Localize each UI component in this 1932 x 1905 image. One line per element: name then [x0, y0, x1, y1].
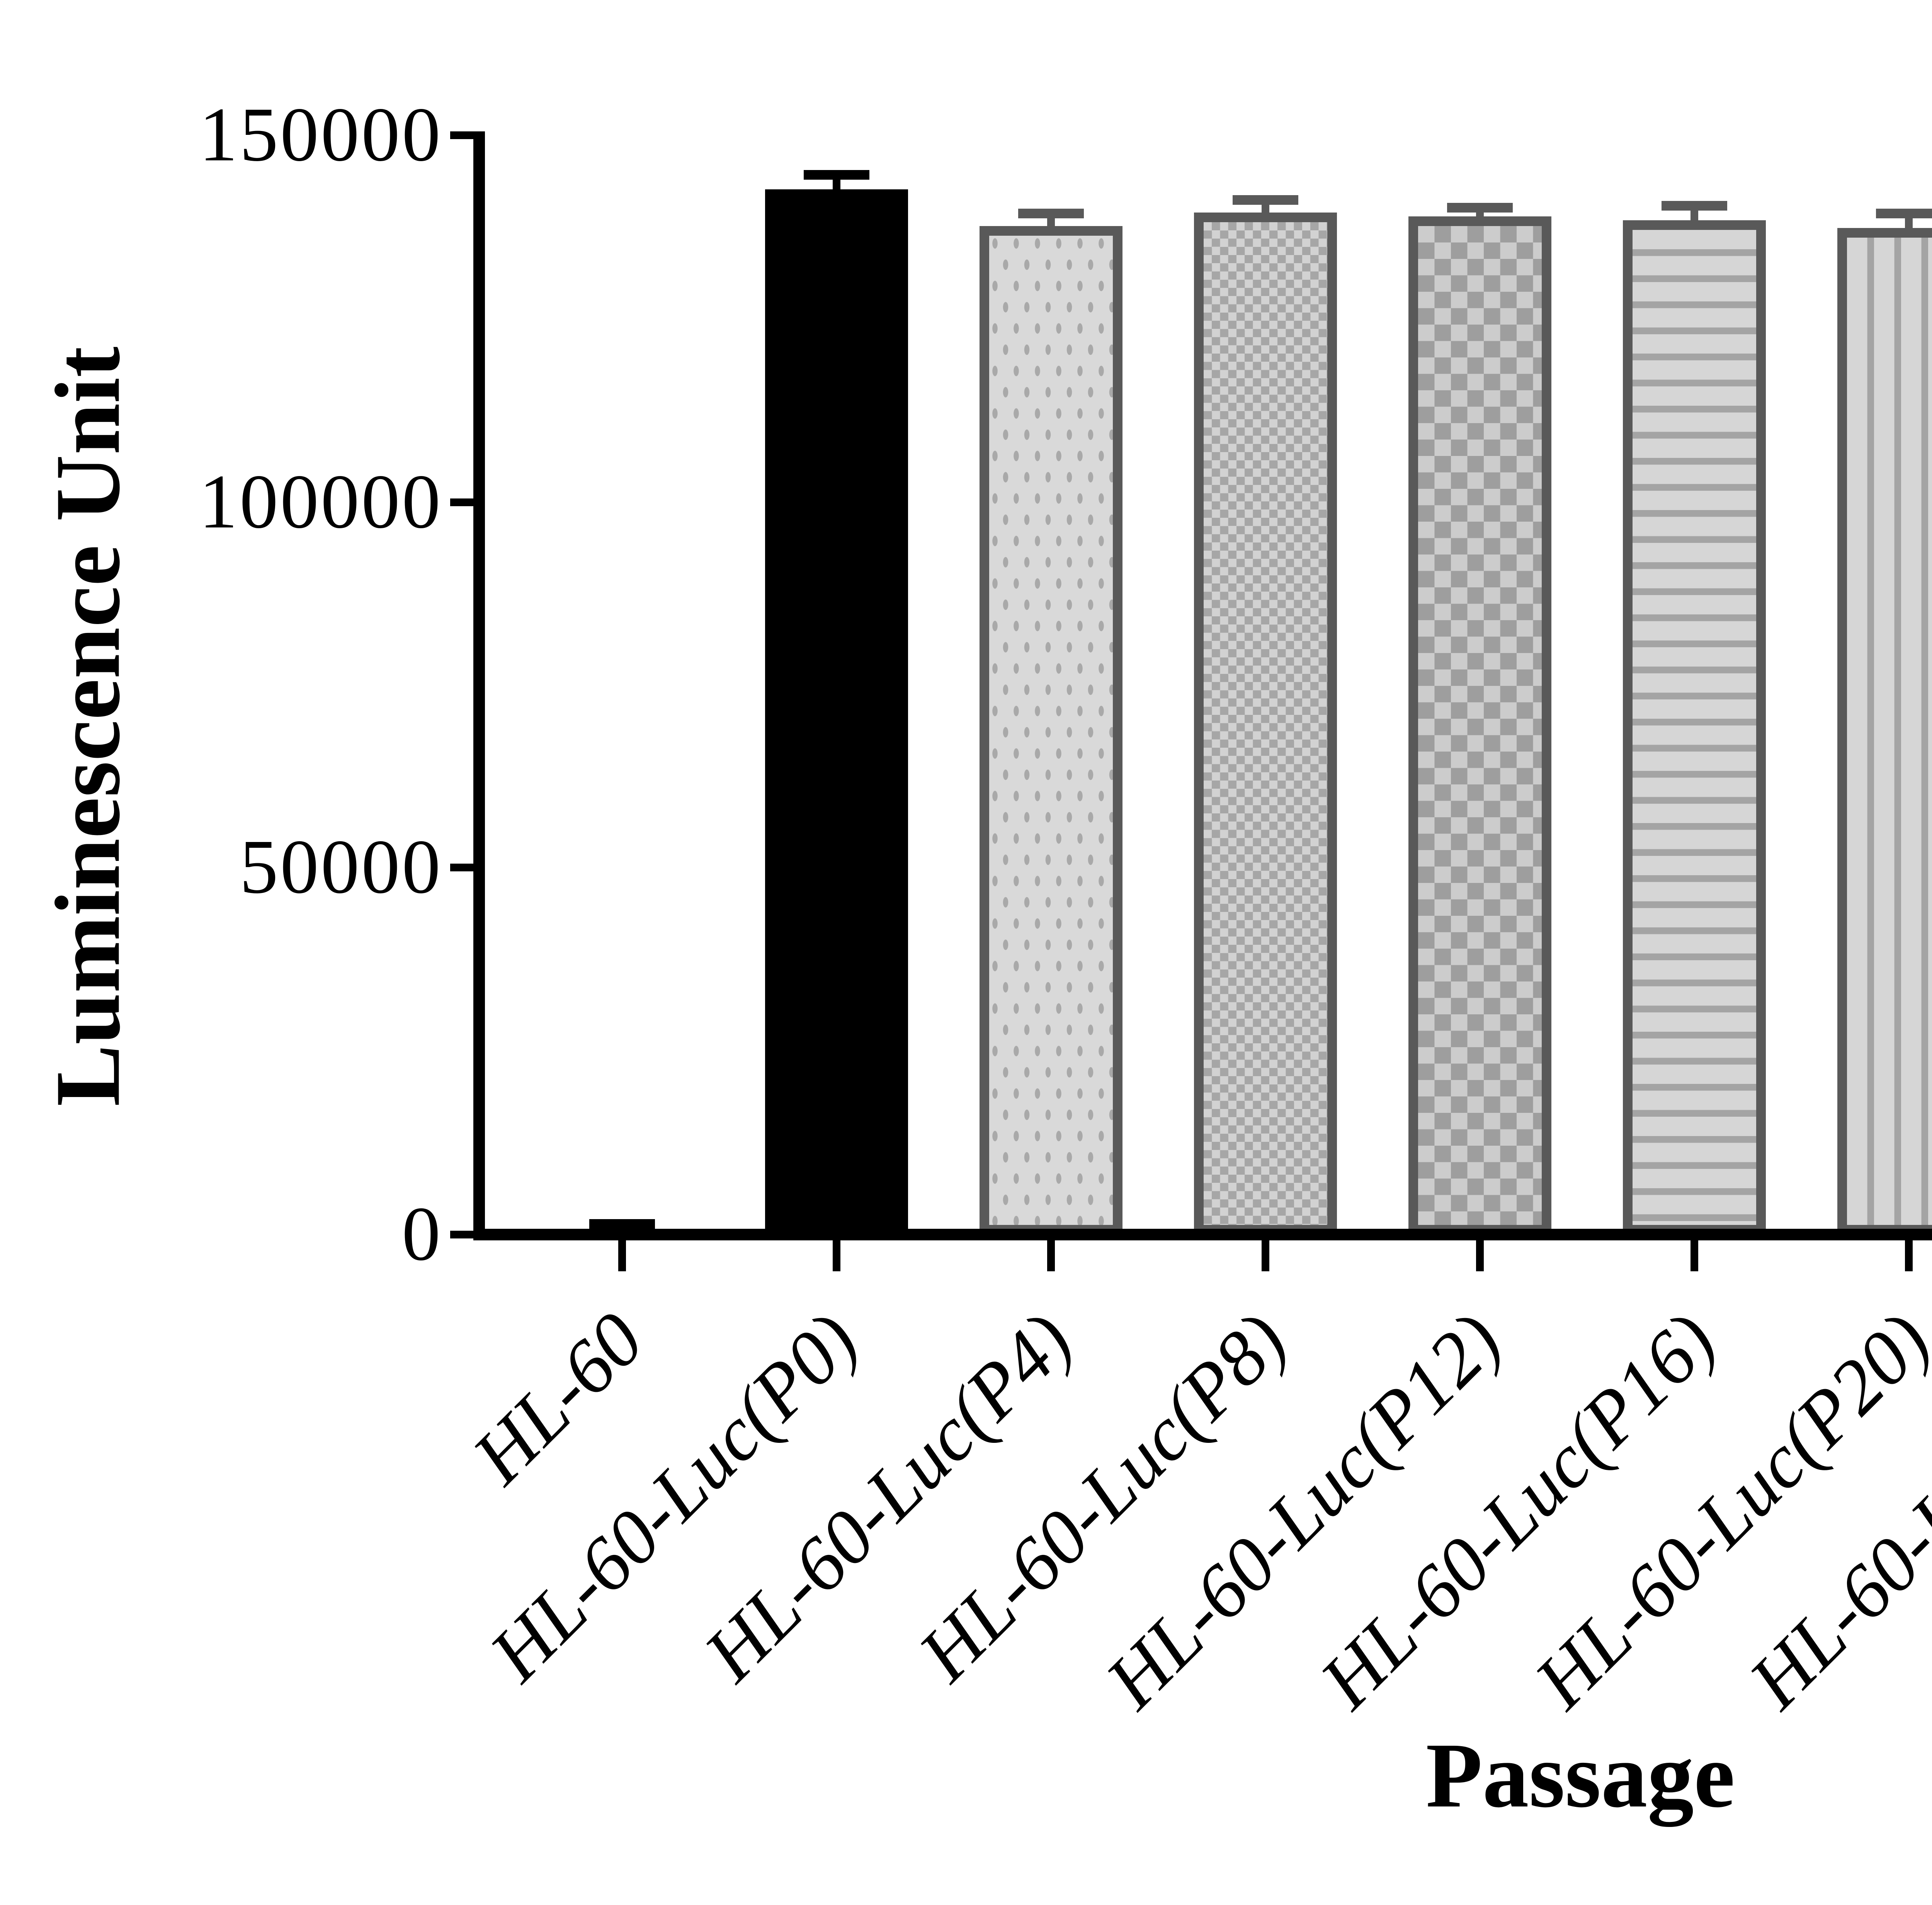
x-tick [1046, 1240, 1054, 1271]
x-tick [1260, 1240, 1269, 1271]
x-tick [1689, 1240, 1697, 1271]
x-tick [832, 1240, 840, 1271]
bar [1193, 212, 1336, 1235]
x-tick-label: HL-60-Luc(P4) [686, 1296, 1088, 1697]
bar [764, 190, 907, 1235]
x-tick [1475, 1240, 1483, 1271]
y-tick-label: 50000 [240, 823, 442, 911]
x-axis-line [473, 1229, 1932, 1240]
x-axis-title: Passage [1426, 1725, 1735, 1828]
y-tick-label: 100000 [199, 457, 442, 544]
y-tick-label: 0 [402, 1190, 442, 1277]
bar [1407, 217, 1551, 1235]
error-bar-cap [1446, 202, 1512, 213]
y-tick [450, 864, 475, 872]
y-tick [450, 1231, 475, 1238]
y-tick [450, 131, 475, 139]
y-axis-line [473, 131, 485, 1240]
x-tick-label: HL-60 [455, 1296, 659, 1500]
error-bar-cap [1660, 202, 1726, 212]
x-tick-label: HL-60-Luc(P16) [1303, 1296, 1731, 1725]
error-bar-cap [588, 1219, 654, 1229]
x-tick [617, 1240, 625, 1271]
bar [1622, 220, 1765, 1235]
bar [1836, 228, 1932, 1235]
y-tick-label: 150000 [199, 91, 442, 178]
error-bar-cap [803, 169, 869, 179]
x-tick-label: HL-60-Luc(P12) [1088, 1296, 1517, 1725]
error-bar-cap [1017, 208, 1083, 218]
error-bar-cap [1875, 209, 1932, 219]
x-tick-label: HL-60-Luc(P0) [472, 1296, 874, 1697]
bar [978, 225, 1122, 1235]
error-bar-cap [1231, 195, 1298, 205]
x-tick-label: HL-60-Luc(P8) [901, 1296, 1303, 1697]
x-tick [1904, 1240, 1912, 1271]
y-tick [450, 498, 475, 506]
